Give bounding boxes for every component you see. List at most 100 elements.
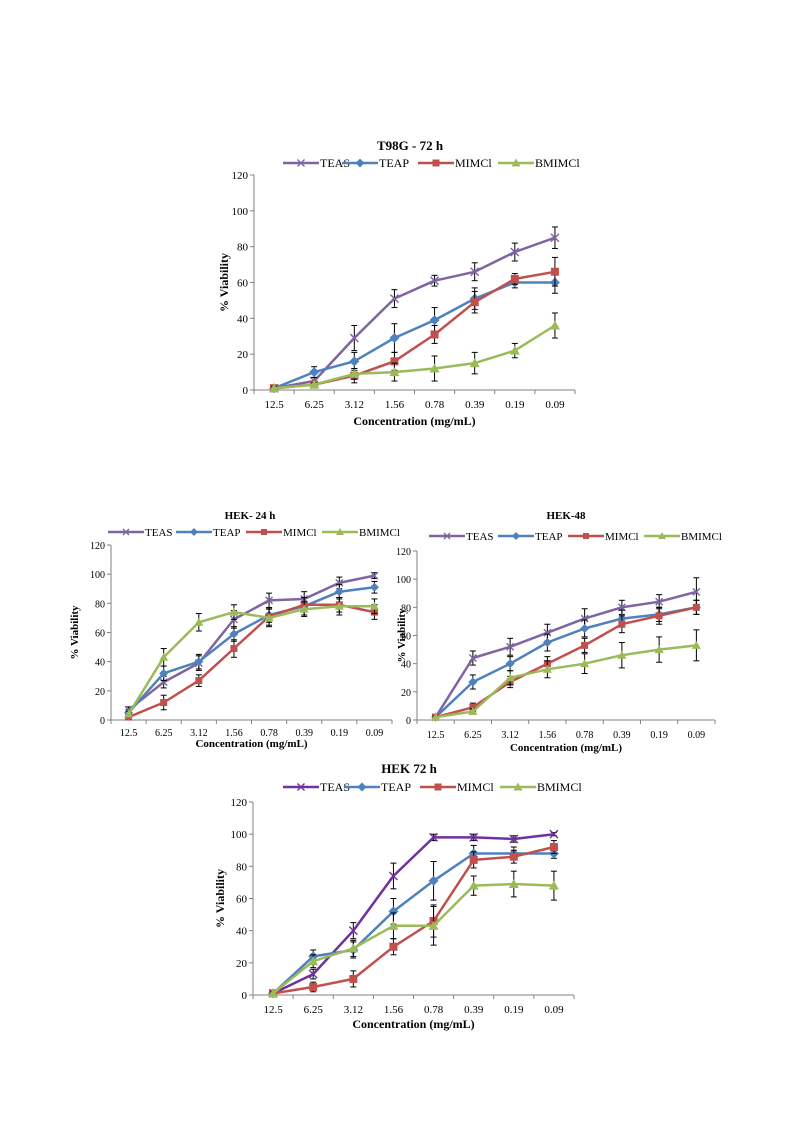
legend-item-mimcl: MIMCl xyxy=(418,156,492,170)
data-point xyxy=(468,880,479,890)
y-tick-label: 60 xyxy=(236,894,248,906)
series-bmimcl xyxy=(269,312,560,393)
data-point xyxy=(348,926,358,936)
y-tick-label: 120 xyxy=(90,541,105,552)
data-point xyxy=(429,315,440,326)
x-tick-label: 12.5 xyxy=(263,1004,283,1016)
data-point xyxy=(265,596,274,605)
x-tick-label: 1.56 xyxy=(539,730,557,741)
y-tick-label: 120 xyxy=(396,547,411,558)
legend-label: BMIMCl xyxy=(537,780,582,794)
series-bmimcl xyxy=(431,629,701,721)
y-tick-label: 0 xyxy=(242,990,248,1002)
y-tick-label: 100 xyxy=(231,829,248,841)
data-point xyxy=(542,664,552,673)
legend-item-teas: TEAS xyxy=(283,156,350,170)
series-line xyxy=(434,606,697,719)
y-tick-label: 60 xyxy=(401,632,411,643)
y-tick-label: 80 xyxy=(236,861,248,873)
data-point xyxy=(229,607,239,616)
x-tick-label: 1.56 xyxy=(225,728,243,739)
data-point xyxy=(388,920,399,930)
legend-label: MIMCl xyxy=(283,527,317,539)
data-point xyxy=(389,942,398,951)
legend-item-teap: TEAP xyxy=(176,527,241,539)
y-tick-label: 80 xyxy=(401,603,411,614)
legend-label: TEAS xyxy=(320,156,350,170)
data-point xyxy=(159,668,169,678)
legend-marker xyxy=(355,158,365,168)
x-tick-label: 3.12 xyxy=(190,728,208,739)
data-point xyxy=(308,956,319,966)
legend-item-teas: TEAS xyxy=(283,780,350,794)
data-point xyxy=(390,357,399,366)
data-point xyxy=(548,880,559,890)
data-point xyxy=(468,707,478,716)
x-tick-label: 6.25 xyxy=(464,730,482,741)
chart-title: HEK 72 h xyxy=(381,761,437,776)
legend-item-teas: TEAS xyxy=(108,527,173,539)
chart-hek72: HEK 72 h TEAS TEAP MIMCl BMIMCl 0 20 40 60 80 100 1… xyxy=(213,761,582,1031)
legend-item-teap: TEAP xyxy=(344,780,411,794)
legend-marker xyxy=(513,782,523,791)
data-point xyxy=(159,652,169,661)
x-tick-label: 0.19 xyxy=(650,730,668,741)
y-axis-title: % Viability xyxy=(213,869,227,928)
data-point xyxy=(549,829,559,839)
y-tick-label: 80 xyxy=(237,242,249,254)
series-line xyxy=(128,603,375,719)
x-axis-title: Concentration (mg/mL) xyxy=(510,742,622,754)
data-point xyxy=(195,677,203,685)
data-point xyxy=(369,582,379,592)
legend-label: TEAP xyxy=(535,531,563,543)
series-line xyxy=(273,236,556,390)
y-tick-label: 20 xyxy=(95,687,105,698)
data-point xyxy=(349,974,358,983)
x-tick-label: 3.12 xyxy=(501,730,519,741)
data-point xyxy=(692,603,700,611)
x-tick-label: 6.25 xyxy=(155,728,173,739)
series-line xyxy=(127,586,375,714)
y-tick-label: 120 xyxy=(232,170,249,182)
data-point xyxy=(335,578,344,587)
data-point xyxy=(618,620,626,628)
data-point xyxy=(124,709,134,718)
chart-title: HEK- 24 h xyxy=(225,510,276,522)
data-point xyxy=(470,267,480,277)
y-tick-label: 120 xyxy=(231,797,248,809)
legend-label: MIMCl xyxy=(455,156,492,170)
x-tick-label: 1.56 xyxy=(384,1004,404,1016)
data-point xyxy=(655,612,663,620)
data-point xyxy=(430,330,439,339)
data-point xyxy=(428,875,439,886)
series-line xyxy=(272,845,555,995)
data-point xyxy=(389,367,400,377)
data-point xyxy=(269,383,280,393)
legend-label: TEAS xyxy=(466,531,494,543)
legend-item-mimcl: MIMCl xyxy=(420,780,494,794)
y-tick-label: 60 xyxy=(237,278,249,290)
x-tick-label: 1.56 xyxy=(385,399,405,411)
legend-marker xyxy=(443,532,451,540)
y-tick-label: 60 xyxy=(95,629,105,640)
series-line xyxy=(272,852,554,995)
data-point xyxy=(550,267,559,276)
series-line xyxy=(272,832,555,995)
legend-marker xyxy=(511,158,521,167)
legend-marker xyxy=(512,532,520,540)
x-tick-label: 12.5 xyxy=(427,730,445,741)
legend-label: MIMCl xyxy=(605,531,639,543)
data-point xyxy=(349,333,359,343)
data-point xyxy=(348,943,359,953)
data-point xyxy=(309,379,320,389)
data-point xyxy=(264,613,274,622)
x-axis-title: Concentration (mg/mL) xyxy=(352,1017,474,1031)
data-point xyxy=(509,852,518,861)
y-tick-label: 20 xyxy=(401,688,411,699)
data-point xyxy=(468,677,478,687)
legend-marker xyxy=(297,159,305,167)
data-point xyxy=(581,641,589,649)
legend-marker xyxy=(261,529,267,535)
series-bmimcl xyxy=(268,870,559,998)
data-point xyxy=(429,363,440,373)
